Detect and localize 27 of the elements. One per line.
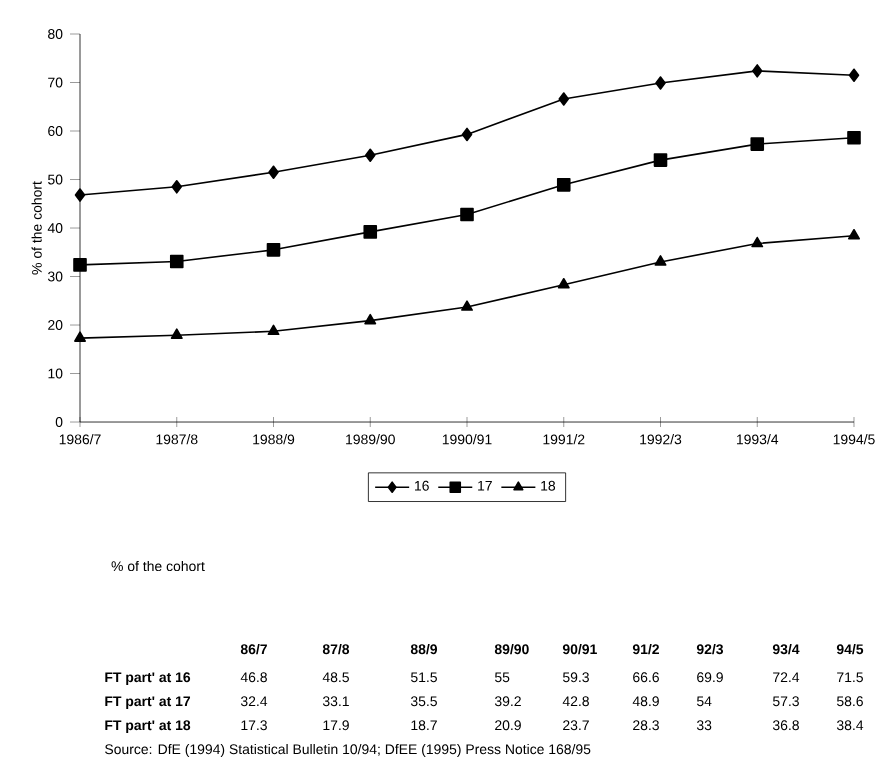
point: [171, 179, 183, 194]
point: [750, 137, 765, 151]
point: [266, 243, 281, 257]
point: [74, 331, 87, 342]
point: [169, 254, 184, 269]
point: [557, 277, 570, 289]
point: [268, 165, 279, 180]
point: [73, 258, 87, 272]
point: [655, 76, 666, 90]
point: [848, 228, 860, 240]
point: [267, 324, 280, 336]
point: [558, 92, 570, 106]
point: [848, 68, 860, 83]
point: [653, 153, 668, 167]
point: [461, 300, 473, 311]
point: [74, 188, 86, 202]
point: [461, 127, 473, 142]
point: [364, 313, 377, 325]
point: [654, 255, 667, 266]
point: [364, 148, 376, 163]
point: [460, 207, 474, 222]
point: [751, 64, 763, 78]
point: [556, 178, 571, 192]
point: [170, 328, 183, 339]
point: [751, 236, 764, 248]
point: [847, 131, 861, 145]
point: [363, 225, 378, 239]
